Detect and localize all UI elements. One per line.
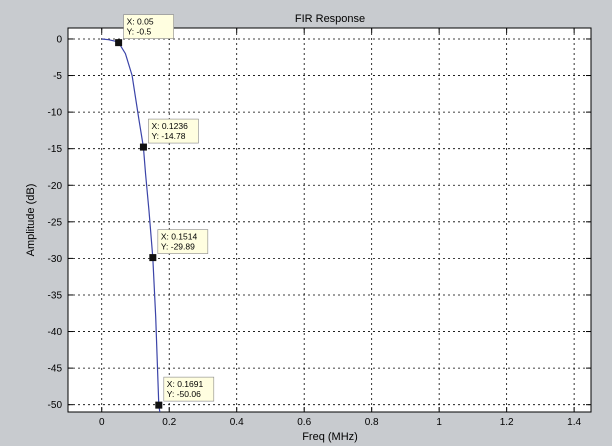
datatip-x-text: X: 0.1691	[167, 379, 204, 389]
datatip-y-text: Y: -0.5	[127, 27, 152, 37]
datatip-box	[157, 229, 209, 254]
datatip-box	[163, 376, 215, 402]
y-tick-label: -40	[48, 327, 63, 338]
datatip-y-text: Y: -50.06	[167, 389, 201, 399]
x-tick-label: 1.2	[500, 417, 514, 428]
datatip-marker	[149, 254, 157, 262]
datatip-y-text: Y: -14.78	[151, 131, 185, 141]
x-tick-label: 0.4	[230, 417, 244, 428]
chart-title: FIR Response	[295, 13, 365, 25]
datatip-x-text: X: 0.05	[127, 17, 154, 27]
y-tick-label: 0	[56, 34, 62, 45]
y-tick-label: -35	[48, 290, 63, 301]
x-tick-label: 1.4	[567, 417, 581, 428]
datatip-marker	[139, 143, 147, 151]
plot-area	[67, 27, 592, 413]
x-tick-label: 1	[436, 417, 442, 428]
y-tick-label: -50	[48, 400, 63, 411]
y-tick-label: -20	[48, 181, 63, 192]
datatip-marker	[115, 39, 123, 47]
datatip-box	[123, 14, 174, 39]
x-axis-label: Freq (MHz)	[302, 431, 358, 443]
datatip-x-text: X: 0.1514	[161, 232, 198, 242]
x-tick-label: 0.2	[162, 417, 176, 428]
y-axis-label: Amplitude (dB)	[25, 184, 37, 257]
datatip: X: 0.05Y: -0.5	[123, 14, 174, 39]
y-tick-label: -25	[48, 217, 63, 228]
datatip-markers	[115, 39, 163, 409]
datatip-box	[148, 118, 199, 144]
datatip-marker	[155, 401, 163, 409]
y-tick-label: -10	[48, 108, 63, 119]
y-axis-ticks: 0 -5 -10 -15 -20 -25 -30 -35 -40 -45 -50	[48, 34, 591, 411]
grid	[68, 28, 591, 412]
x-tick-label: 0	[99, 417, 105, 428]
x-tick-label: 0.6	[297, 417, 311, 428]
y-tick-label: -5	[53, 71, 62, 82]
x-tick-label: 0.8	[365, 417, 379, 428]
y-tick-label: -15	[48, 144, 63, 155]
y-tick-label: -30	[48, 254, 63, 265]
datatip-y-text: Y: -29.89	[161, 242, 195, 252]
y-tick-label: -45	[48, 364, 63, 375]
datatip-x-text: X: 0.1236	[151, 121, 188, 131]
x-axis-ticks: 0 0.2 0.4 0.6 0.8 1 1.2 1.4	[99, 28, 582, 428]
